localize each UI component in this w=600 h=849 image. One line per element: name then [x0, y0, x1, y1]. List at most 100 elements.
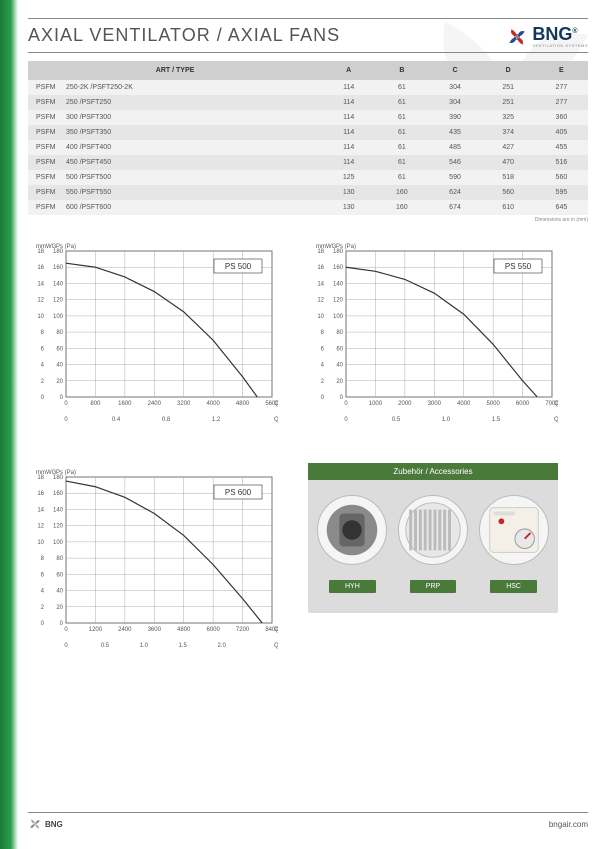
svg-text:PS 500: PS 500	[225, 262, 252, 271]
table-cell: PSFM 550 /PSFT550	[28, 185, 322, 200]
page-title: AXIAL VENTILATOR / AXIAL FANS	[28, 25, 340, 46]
accessories-title: Zubehör / Accessories	[308, 463, 558, 480]
svg-text:120: 120	[53, 298, 64, 304]
svg-text:5000: 5000	[486, 401, 500, 407]
page-header: AXIAL VENTILATOR / AXIAL FANS BNG® VENTI…	[28, 18, 588, 53]
svg-text:2: 2	[321, 379, 325, 385]
svg-text:6: 6	[321, 346, 325, 352]
svg-text:PS 550: PS 550	[505, 262, 532, 271]
table-cell: 560	[482, 185, 535, 200]
svg-text:2400: 2400	[118, 627, 132, 633]
svg-text:40: 40	[56, 363, 63, 369]
svg-text:mmWG: mmWG	[36, 470, 57, 476]
table-cell: 518	[482, 170, 535, 185]
accessory-image	[317, 495, 387, 565]
svg-text:120: 120	[333, 298, 344, 304]
svg-text:6: 6	[41, 572, 45, 578]
table-cell: 160	[375, 200, 428, 215]
svg-text:1.2: 1.2	[212, 417, 221, 423]
table-row: PSFM 250 /PSFT25011461304251277	[28, 95, 588, 110]
svg-text:Ps (Pa): Ps (Pa)	[56, 244, 76, 250]
svg-text:160: 160	[53, 265, 64, 271]
table-cell: 114	[322, 110, 375, 125]
svg-text:1.5: 1.5	[179, 643, 188, 649]
table-cell: 427	[482, 140, 535, 155]
table-cell: 114	[322, 125, 375, 140]
table-cell: 277	[535, 80, 588, 95]
svg-text:40: 40	[336, 363, 343, 369]
table-cell: 435	[428, 125, 481, 140]
table-cell: 595	[535, 185, 588, 200]
table-header: D	[482, 61, 535, 80]
accessory-image	[479, 495, 549, 565]
svg-text:Q (m³/s): Q (m³/s)	[554, 417, 558, 423]
svg-text:2000: 2000	[398, 401, 412, 407]
table-cell: 61	[375, 170, 428, 185]
svg-text:3200: 3200	[177, 401, 191, 407]
svg-text:Q (m³/h): Q (m³/h)	[274, 401, 278, 407]
table-cell: 390	[428, 110, 481, 125]
table-cell: 114	[322, 95, 375, 110]
accessory-code: HYH	[329, 580, 376, 593]
accessory-image	[398, 495, 468, 565]
table-cell: 130	[322, 200, 375, 215]
table-header: E	[535, 61, 588, 80]
table-row: PSFM 300 /PSFT30011461390325360	[28, 110, 588, 125]
svg-text:12: 12	[317, 298, 324, 304]
table-cell: 624	[428, 185, 481, 200]
svg-text:140: 140	[53, 281, 64, 287]
table-cell: 546	[428, 155, 481, 170]
svg-text:0: 0	[60, 395, 64, 401]
table-cell: 114	[322, 80, 375, 95]
table-row: PSFM 350 /PSFT35011461435374405	[28, 125, 588, 140]
svg-text:8: 8	[41, 330, 45, 336]
specifications-table: ART / TYPEABCDE PSFM 250-2K /PSFT250-2K1…	[28, 61, 588, 215]
svg-text:80: 80	[336, 330, 343, 336]
svg-text:1.0: 1.0	[140, 643, 149, 649]
svg-text:40: 40	[56, 589, 63, 595]
table-cell: 405	[535, 125, 588, 140]
svg-text:80: 80	[56, 330, 63, 336]
table-cell: 61	[375, 155, 428, 170]
table-header: A	[322, 61, 375, 80]
svg-text:Q (m³/h): Q (m³/h)	[274, 627, 278, 633]
svg-text:140: 140	[53, 507, 64, 513]
brand-logo: BNG® VENTILATION SYSTEMS	[506, 25, 588, 48]
svg-text:100: 100	[333, 314, 344, 320]
svg-text:0: 0	[41, 621, 45, 627]
fan-logo-icon	[506, 26, 528, 48]
table-row: PSFM 550 /PSFT550130160624560595	[28, 185, 588, 200]
svg-text:20: 20	[336, 379, 343, 385]
table-cell: PSFM 400 /PSFT400	[28, 140, 322, 155]
svg-text:Q (m³/h): Q (m³/h)	[554, 401, 558, 407]
footer-logo: BNG	[28, 817, 63, 831]
svg-text:120: 120	[53, 524, 64, 530]
svg-text:4000: 4000	[206, 401, 220, 407]
svg-text:6000: 6000	[206, 627, 220, 633]
svg-text:16: 16	[37, 491, 44, 497]
svg-text:0: 0	[340, 395, 344, 401]
svg-text:0: 0	[64, 627, 68, 633]
svg-text:160: 160	[333, 265, 344, 271]
svg-text:0.8: 0.8	[162, 417, 171, 423]
svg-text:7200: 7200	[236, 627, 250, 633]
table-cell: 251	[482, 80, 535, 95]
table-cell: 61	[375, 125, 428, 140]
table-row: PSFM 450 /PSFT45011461546470516	[28, 155, 588, 170]
table-header: B	[375, 61, 428, 80]
page-footer: BNG bngair.com	[28, 812, 588, 831]
table-cell: 360	[535, 110, 588, 125]
svg-text:mmWG: mmWG	[316, 244, 337, 250]
svg-text:10: 10	[317, 314, 324, 320]
svg-text:60: 60	[56, 346, 63, 352]
svg-text:16: 16	[37, 265, 44, 271]
chart-ps-550: 0100020003000400050006000700002040608010…	[308, 237, 558, 437]
svg-text:1600: 1600	[118, 401, 132, 407]
svg-text:8: 8	[321, 330, 325, 336]
table-cell: 325	[482, 110, 535, 125]
table-cell: PSFM 250-2K /PSFT250-2K	[28, 80, 322, 95]
svg-text:100: 100	[53, 314, 64, 320]
svg-text:0: 0	[344, 401, 348, 407]
table-cell: 304	[428, 80, 481, 95]
table-cell: 590	[428, 170, 481, 185]
